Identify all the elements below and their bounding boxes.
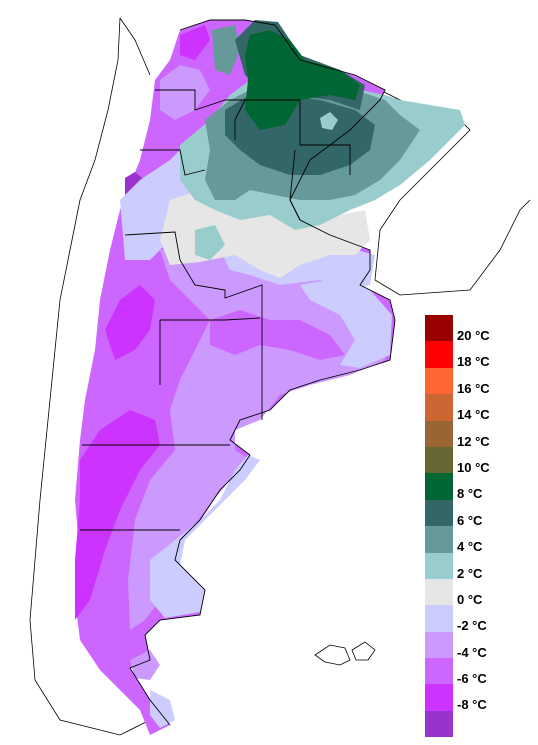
legend-swatch [425,631,453,659]
province-borders [80,19,396,726]
temperature-legend: 20 °C 18 °C 16 °C 14 °C 12 °C 10 °C 8 °C 6 °C 4 … [425,315,535,738]
region-minus2 [150,455,260,618]
region-two-spot [320,112,338,130]
falkland-islands [314,641,376,666]
region-eight [245,30,360,130]
legend-row: -4 °C [425,631,535,660]
legend-label: 18 °C [457,354,490,370]
legend-row: 0 °C [425,578,535,607]
legend-label: -6 °C [457,671,487,687]
legend-swatch [425,578,453,606]
legend-swatch [425,341,453,368]
legend-label: 2 °C [457,565,483,581]
region-minus4 [130,650,160,680]
region-minus6-pocket [210,310,345,360]
legend-row: 8 °C [425,473,535,502]
legend-row: 18 °C [425,341,535,370]
region-minus2 [150,690,175,728]
legend-swatch [425,605,453,632]
legend-row: 6 °C [425,499,535,528]
legend-label: -8 °C [457,697,487,713]
region-minus4 [160,65,210,120]
region-minus8 [75,410,160,620]
legend-swatch [425,367,453,395]
region-minus8 [105,285,155,360]
legend-swatch [425,315,453,342]
legend-row [425,710,535,738]
legend-row: 14 °C [425,394,535,423]
legend-swatch [425,499,453,527]
legend-label: 14 °C [457,407,490,423]
legend-label: 12 °C [457,433,490,449]
legend-label: 8 °C [457,486,483,502]
legend-row: -6 °C [425,658,535,687]
legend-row: 20 °C [425,315,535,343]
legend-row: 16 °C [425,367,535,396]
legend-swatch [425,473,453,500]
region-two [195,225,225,260]
legend-row: 12 °C [425,420,535,449]
legend-swatch [425,658,453,685]
legend-label: 16 °C [457,380,490,396]
legend-swatch [425,394,453,421]
legend-swatch [425,446,453,474]
region-four [212,25,240,75]
region-minus2 [300,278,392,368]
legend-row: 4 °C [425,526,535,555]
legend-label: 6 °C [457,512,483,528]
legend-label: 0 °C [457,591,483,607]
legend-swatch [425,526,453,553]
legend-row: -8 °C [425,684,535,713]
region-minus8 [180,25,210,60]
legend-row: -2 °C [425,605,535,634]
legend-row: 10 °C [425,446,535,475]
legend-label: 10 °C [457,459,490,475]
legend-label: 4 °C [457,539,483,555]
legend-swatch [425,710,453,738]
legend-row: 2 °C [425,552,535,581]
legend-swatch [425,552,453,579]
legend-swatch [425,684,453,711]
legend-label: -2 °C [457,618,487,634]
legend-label: -4 °C [457,644,487,660]
legend-swatch [425,420,453,447]
legend-label: 20 °C [457,328,490,343]
